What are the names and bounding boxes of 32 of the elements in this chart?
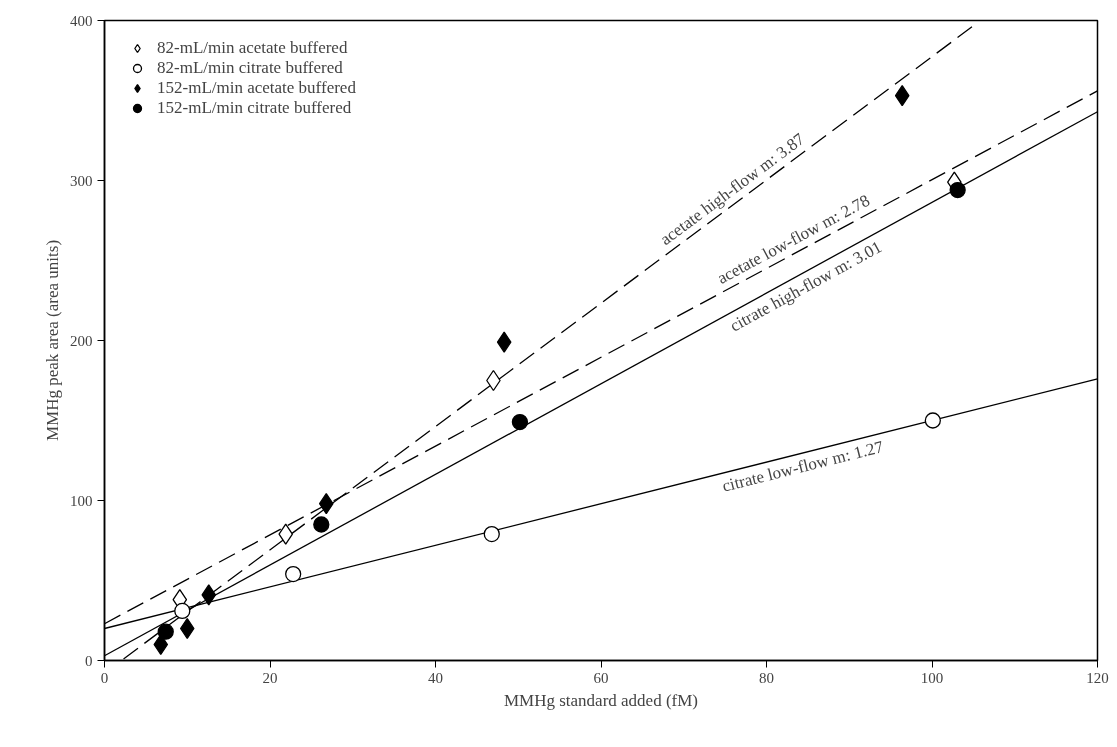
point (924, 412, 941, 429)
x-tick-label: 120 (1086, 669, 1109, 686)
point (157, 623, 174, 640)
point (483, 525, 500, 543)
x-tick-label: 0 (100, 669, 109, 686)
y-tick-label: 200 (70, 332, 93, 349)
x-tick-label: 100 (920, 669, 944, 686)
legend-label: 82-mL/min acetate buffered (157, 38, 348, 58)
point (511, 413, 529, 431)
y-tick-label: 0 (85, 652, 93, 669)
point (174, 602, 191, 620)
point (278, 523, 294, 545)
x-tick-label: 40 (428, 669, 443, 686)
y-tick-label: 100 (70, 492, 93, 509)
x-tick-label: 80 (759, 669, 774, 686)
point (949, 181, 966, 199)
legend-label: 82-mL/min citrate buffered (157, 58, 343, 78)
point (496, 331, 512, 353)
legend-label: 152-mL/min acetate buffered (157, 78, 356, 98)
point (285, 565, 302, 583)
y-axis-title: MMHg peak area (area units) (43, 239, 62, 442)
y-tick-label: 300 (70, 172, 93, 189)
y-tick-label: 400 (70, 12, 93, 29)
x-tick-label: 20 (262, 669, 278, 686)
point (313, 516, 330, 533)
x-tick-label: 60 (593, 669, 609, 686)
legend-label: 152-mL/min citrate buffered (157, 98, 352, 118)
point (201, 584, 217, 606)
point (894, 85, 910, 107)
x-axis-title: MMHg standard added (fM) (503, 690, 699, 710)
annotation: citrate low-flow m: 1.27 (720, 436, 886, 496)
point (318, 493, 334, 515)
